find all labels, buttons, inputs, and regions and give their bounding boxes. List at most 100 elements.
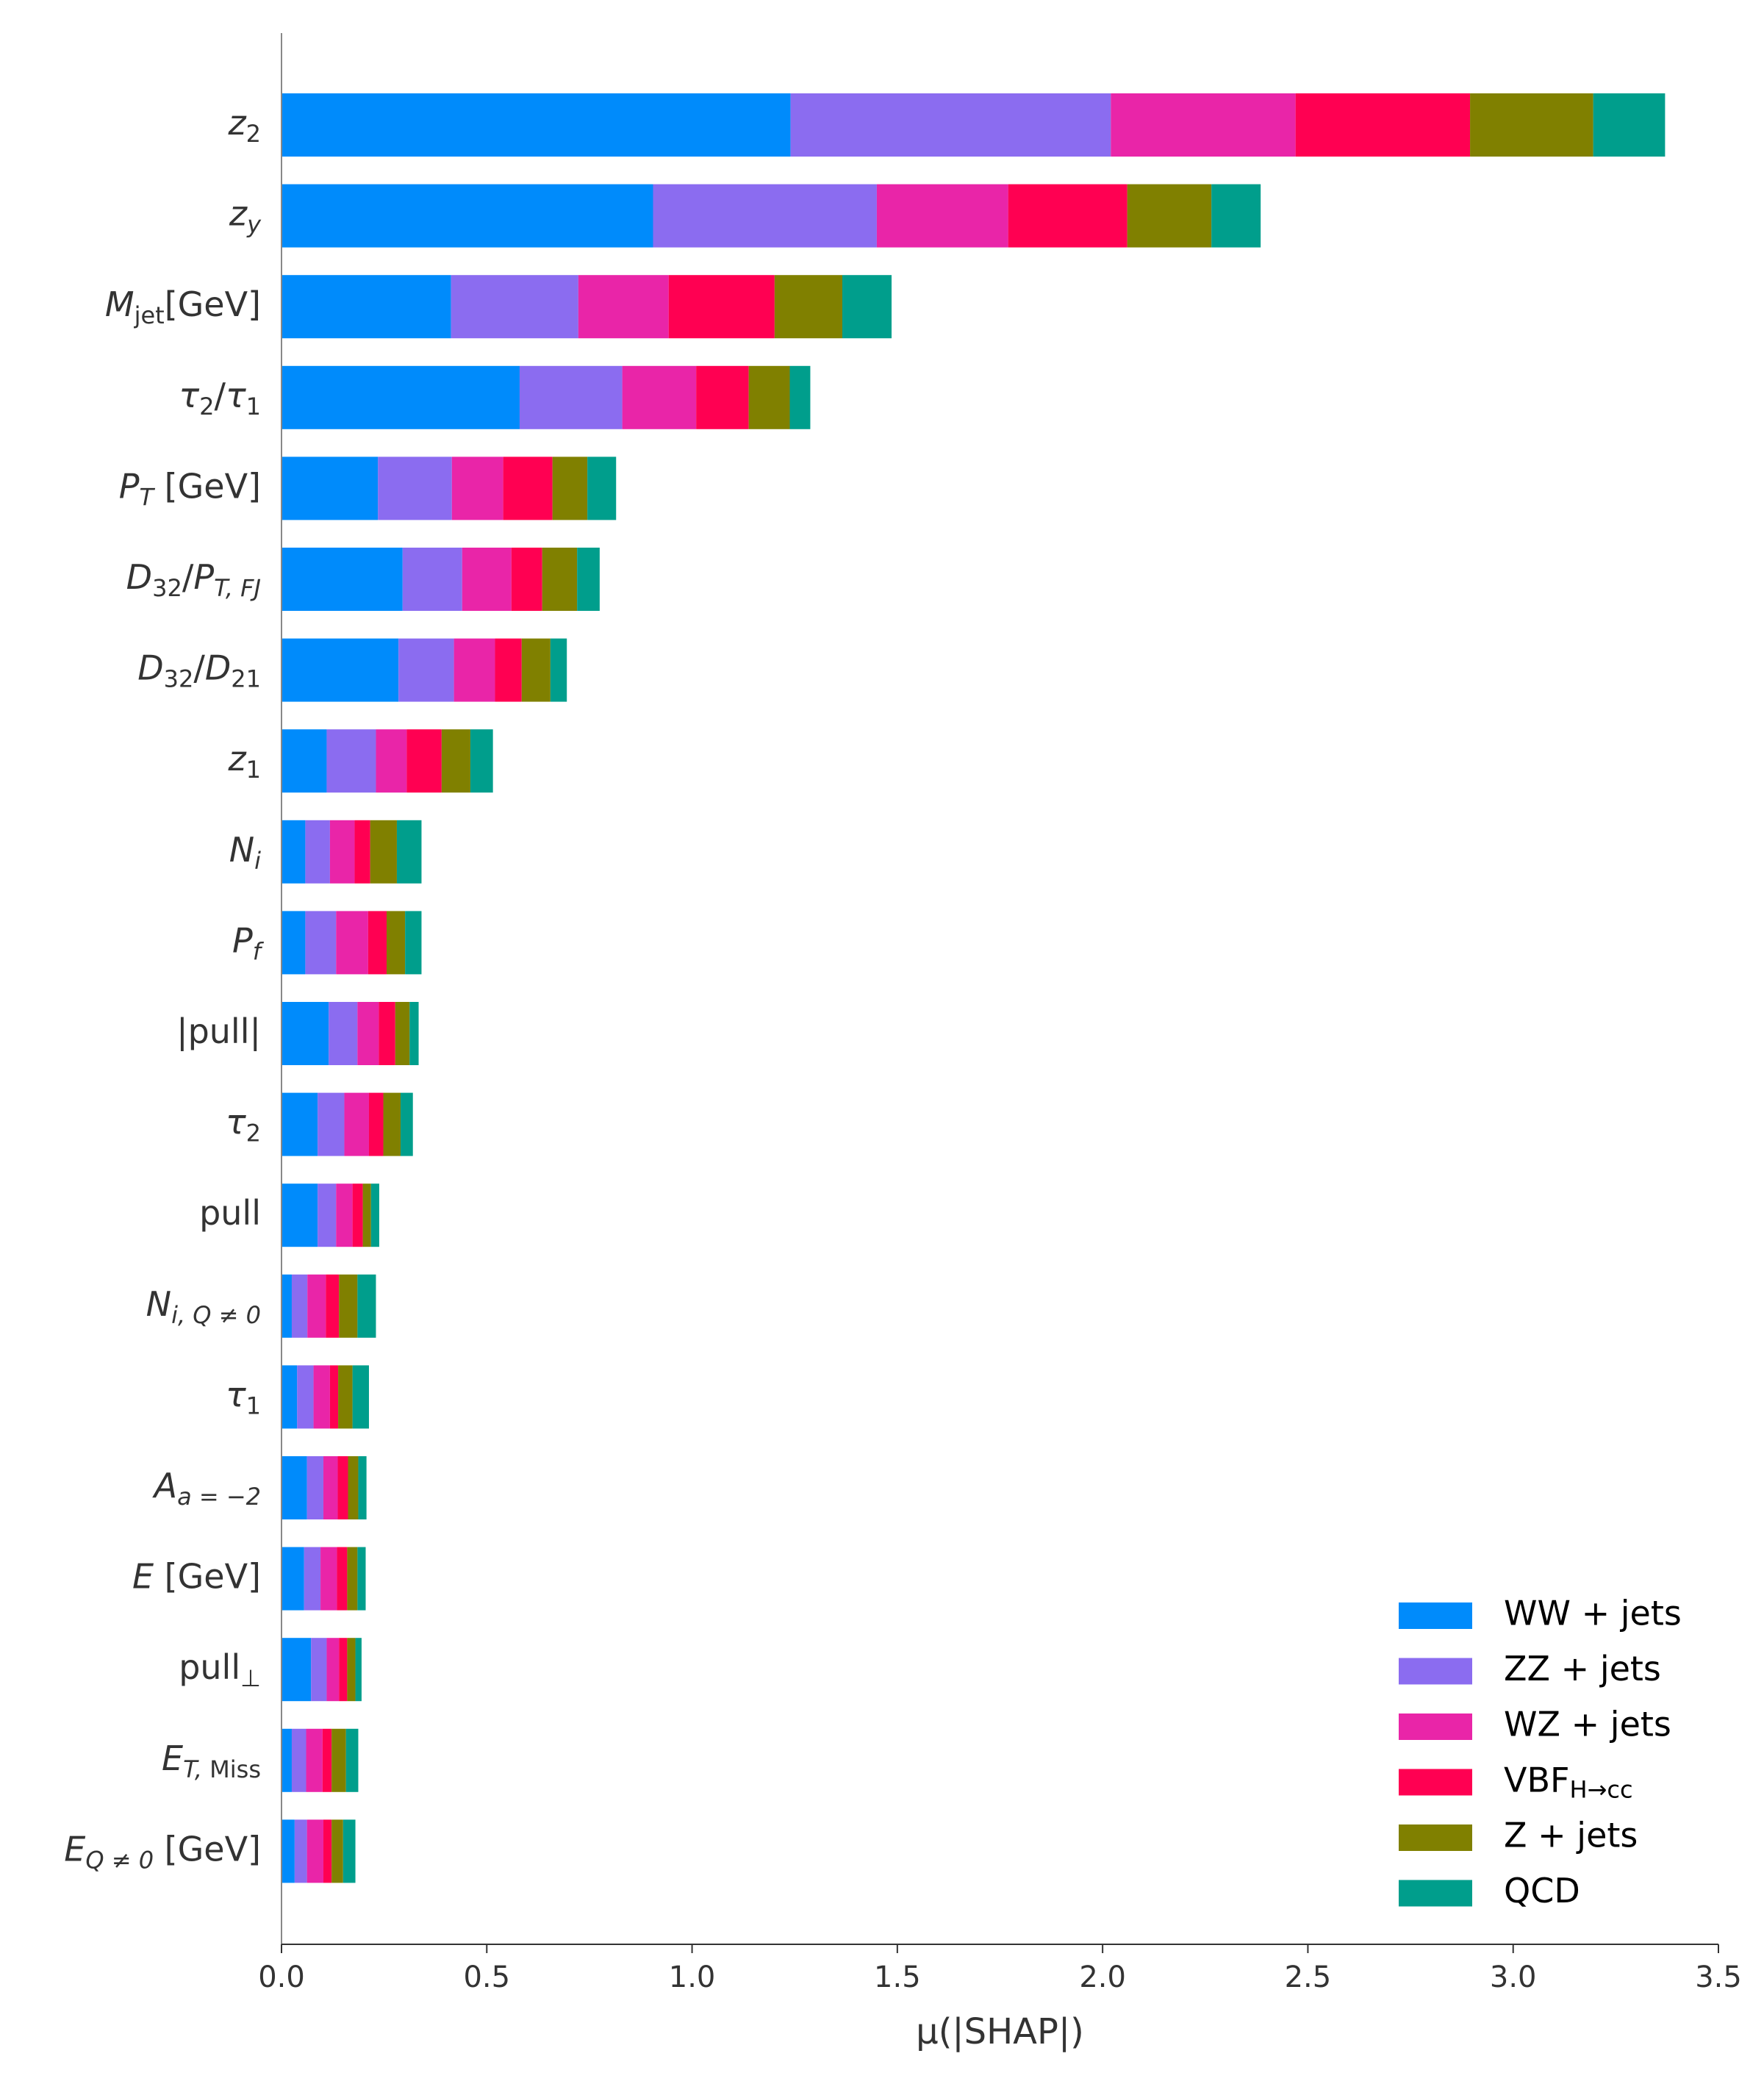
y-tick-label: z1 <box>227 739 261 784</box>
y-tick-label: |pull| <box>176 1011 261 1052</box>
bar-segment-15-series-6 <box>352 1365 369 1429</box>
bar-segment-19-series-1 <box>282 1728 292 1792</box>
y-tick-label: PT [GeV] <box>119 466 261 512</box>
bar-segment-3-series-1 <box>282 275 451 339</box>
bar-segment-6-series-1 <box>282 548 403 611</box>
bar-segment-18-series-1 <box>282 1638 312 1702</box>
bar-segment-3-series-6 <box>842 275 892 339</box>
bar-segment-12-series-1 <box>282 1092 318 1156</box>
bar-segment-2-series-1 <box>282 184 653 248</box>
y-tick-label: τ1 <box>226 1375 261 1420</box>
bar-segment-1-series-6 <box>1593 93 1666 157</box>
bar-segment-17-series-4 <box>337 1547 348 1611</box>
x-tick-label: 1.5 <box>874 1960 921 1994</box>
bar-segment-1-series-3 <box>1111 93 1296 157</box>
legend-label: WZ + jets <box>1504 1705 1671 1744</box>
bar-segment-18-series-5 <box>347 1638 356 1702</box>
bar-segment-14-series-3 <box>307 1274 326 1338</box>
x-tick-label: 0.0 <box>258 1960 305 1994</box>
bar-segment-7-series-2 <box>398 638 454 702</box>
y-tick-label: zy <box>229 193 262 239</box>
bar-segment-6-series-3 <box>462 548 512 611</box>
bar-segment-16-series-2 <box>306 1456 323 1519</box>
bar-segment-20-series-3 <box>306 1819 323 1883</box>
bar-segment-5-series-3 <box>451 456 503 520</box>
bar-segment-16-series-6 <box>358 1456 367 1519</box>
bar-segment-6-series-2 <box>402 548 462 611</box>
bar-segment-9-series-6 <box>396 820 422 884</box>
bar-segment-3-series-4 <box>668 275 775 339</box>
y-tick-label: pull⊥ <box>179 1647 261 1693</box>
bar-segment-3-series-3 <box>578 275 669 339</box>
bar-segment-17-series-6 <box>357 1547 366 1611</box>
bar-segment-18-series-2 <box>311 1638 327 1702</box>
bar-segment-15-series-3 <box>313 1365 330 1429</box>
bar-segment-10-series-1 <box>282 911 306 975</box>
bar-segment-10-series-2 <box>305 911 337 975</box>
bar-segment-11-series-4 <box>379 1002 395 1065</box>
bar-segment-4-series-1 <box>282 365 520 429</box>
y-tick-label: Ni, Q ≠ 0 <box>146 1283 261 1329</box>
y-tick-label: τ2 <box>226 1102 261 1147</box>
bar-segment-17-series-5 <box>347 1547 358 1611</box>
bar-segment-13-series-5 <box>362 1183 371 1247</box>
bar-segment-7-series-5 <box>521 638 551 702</box>
y-tick-label: EQ ≠ 0 [GeV] <box>64 1829 261 1874</box>
y-tick-label: z2 <box>227 103 261 148</box>
bar-segment-9-series-2 <box>305 820 330 884</box>
bar-segment-16-series-4 <box>337 1456 348 1519</box>
bar-segment-15-series-2 <box>297 1365 314 1429</box>
x-tick-labels: 0.0 0.5 1.0 1.5 2.0 2.5 3.0 3.5 <box>258 1944 1742 1994</box>
bar-segment-12-series-4 <box>368 1092 384 1156</box>
y-tick-label: E [GeV] <box>132 1556 261 1596</box>
bar-segment-14-series-6 <box>357 1274 376 1338</box>
bar-segment-5-series-6 <box>587 456 617 520</box>
bar-segment-13-series-3 <box>336 1183 353 1247</box>
bar-segment-17-series-1 <box>282 1547 304 1611</box>
bar-segment-19-series-3 <box>306 1728 323 1792</box>
bars-group <box>282 93 1666 1883</box>
bar-segment-12-series-5 <box>383 1092 401 1156</box>
bar-segment-15-series-1 <box>282 1365 298 1429</box>
x-tick-label: 3.0 <box>1490 1960 1537 1994</box>
bar-segment-8-series-2 <box>326 729 376 793</box>
bar-segment-6-series-4 <box>511 548 542 611</box>
legend-swatch <box>1399 1880 1472 1907</box>
bar-segment-9-series-1 <box>282 820 306 884</box>
bar-segment-10-series-3 <box>336 911 368 975</box>
bar-segment-9-series-5 <box>370 820 397 884</box>
bar-segment-4-series-3 <box>622 365 697 429</box>
bar-segment-13-series-4 <box>352 1183 363 1247</box>
x-tick-label: 2.0 <box>1079 1960 1126 1994</box>
legend-swatch <box>1399 1769 1472 1796</box>
bar-segment-7-series-6 <box>550 638 567 702</box>
bar-segment-7-series-1 <box>282 638 399 702</box>
bar-segment-13-series-2 <box>318 1183 337 1247</box>
x-tick-label: 0.5 <box>463 1960 510 1994</box>
bar-segment-14-series-1 <box>282 1274 292 1338</box>
bar-segment-5-series-2 <box>378 456 452 520</box>
bar-segment-16-series-5 <box>348 1456 359 1519</box>
bar-segment-16-series-3 <box>323 1456 338 1519</box>
y-tick-label: Ni <box>229 829 261 875</box>
y-tick-label: pull <box>199 1193 261 1233</box>
legend-label: VBFH→cc <box>1504 1760 1633 1804</box>
bar-segment-20-series-4 <box>323 1819 332 1883</box>
bar-segment-17-series-2 <box>304 1547 321 1611</box>
bar-segment-11-series-1 <box>282 1002 329 1065</box>
bar-segment-5-series-5 <box>552 456 588 520</box>
bar-segment-19-series-2 <box>291 1728 306 1792</box>
bar-segment-9-series-4 <box>354 820 370 884</box>
bar-segment-11-series-6 <box>409 1002 419 1065</box>
x-tick-label: 1.0 <box>669 1960 716 1994</box>
bar-segment-8-series-1 <box>282 729 327 793</box>
bar-segment-17-series-3 <box>320 1547 337 1611</box>
y-tick-label: ET, Miss <box>162 1738 261 1783</box>
bar-segment-20-series-1 <box>282 1819 295 1883</box>
bar-segment-1-series-2 <box>790 93 1111 157</box>
legend-swatch <box>1399 1658 1472 1685</box>
bar-segment-8-series-6 <box>470 729 493 793</box>
bar-segment-2-series-3 <box>876 184 1008 248</box>
bar-segment-13-series-6 <box>370 1183 379 1247</box>
